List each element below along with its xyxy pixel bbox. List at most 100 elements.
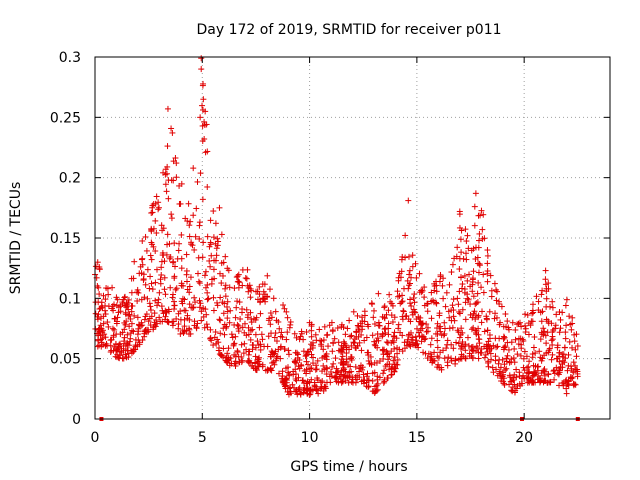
data-point — [561, 344, 568, 351]
data-point — [331, 374, 338, 381]
data-point — [464, 232, 471, 239]
data-point — [471, 203, 478, 210]
data-point — [166, 255, 173, 262]
data-point — [528, 376, 535, 383]
data-point — [470, 293, 477, 300]
data-point — [243, 306, 250, 313]
data-point — [223, 324, 230, 331]
data-point — [513, 366, 520, 373]
data-point — [563, 390, 570, 397]
data-point — [356, 327, 363, 334]
data-point — [216, 351, 223, 358]
data-point — [478, 346, 485, 353]
data-point — [406, 267, 413, 274]
data-point — [297, 333, 304, 340]
data-point — [92, 310, 99, 317]
data-point — [469, 288, 476, 295]
data-point — [267, 321, 274, 328]
data-point — [566, 313, 573, 320]
data-point — [167, 284, 174, 291]
data-point — [208, 252, 215, 259]
data-point — [310, 354, 317, 361]
data-point — [432, 278, 439, 285]
data-point — [481, 328, 488, 335]
data-point — [521, 348, 528, 355]
data-point — [352, 363, 359, 370]
data-point — [172, 154, 179, 161]
data-point — [240, 350, 247, 357]
data-point — [332, 355, 339, 362]
data-point — [418, 287, 425, 294]
data-point — [329, 363, 336, 370]
data-point — [504, 318, 511, 325]
data-point — [243, 346, 250, 353]
data-point — [391, 354, 398, 361]
data-point — [388, 348, 395, 355]
data-point — [374, 335, 381, 342]
data-point — [323, 364, 330, 371]
data-point — [445, 308, 452, 315]
data-point — [456, 224, 463, 231]
data-point — [102, 296, 109, 303]
data-point — [543, 303, 550, 310]
data-point — [306, 319, 313, 326]
data-point — [292, 359, 299, 366]
data-point — [279, 368, 286, 375]
data-point — [207, 326, 214, 333]
data-point — [323, 332, 330, 339]
data-point — [488, 356, 495, 363]
data-point — [479, 226, 486, 233]
data-point — [294, 349, 301, 356]
data-point — [343, 344, 350, 351]
data-point — [278, 329, 285, 336]
data-point — [246, 348, 253, 355]
data-point — [153, 230, 160, 237]
data-point — [95, 311, 102, 318]
data-point — [281, 346, 288, 353]
data-point — [236, 279, 243, 286]
data-point — [574, 366, 581, 373]
data-point — [458, 325, 465, 332]
data-point — [147, 307, 154, 314]
data-point — [252, 331, 259, 338]
data-point — [284, 388, 291, 395]
data-point — [234, 273, 241, 280]
data-point — [238, 341, 245, 348]
data-point — [463, 256, 470, 263]
data-point — [261, 343, 268, 350]
data-point — [171, 240, 178, 247]
data-point — [563, 322, 570, 329]
data-point — [422, 335, 429, 342]
data-point — [532, 369, 539, 376]
data-point — [115, 304, 122, 311]
data-point — [485, 342, 492, 349]
data-point — [393, 361, 400, 368]
data-point — [539, 308, 546, 315]
data-point — [540, 325, 547, 332]
data-point — [259, 361, 266, 368]
data-point — [125, 350, 132, 357]
data-point — [385, 339, 392, 346]
data-point — [163, 309, 170, 316]
data-point — [475, 331, 482, 338]
data-point — [128, 289, 135, 296]
data-point — [144, 266, 151, 273]
data-point — [461, 272, 468, 279]
data-point — [484, 267, 491, 274]
data-point — [191, 294, 198, 301]
data-point — [545, 349, 552, 356]
data-point — [248, 363, 255, 370]
data-point — [210, 266, 217, 273]
data-point — [338, 342, 345, 349]
data-point — [266, 315, 273, 322]
data-point — [199, 82, 206, 89]
data-point — [501, 367, 508, 374]
data-point — [257, 346, 264, 353]
data-point — [168, 211, 175, 218]
data-point — [496, 335, 503, 342]
data-point — [570, 359, 577, 366]
data-point — [217, 352, 224, 359]
data-point — [437, 273, 444, 280]
data-point — [468, 247, 475, 254]
data-point — [254, 363, 261, 370]
